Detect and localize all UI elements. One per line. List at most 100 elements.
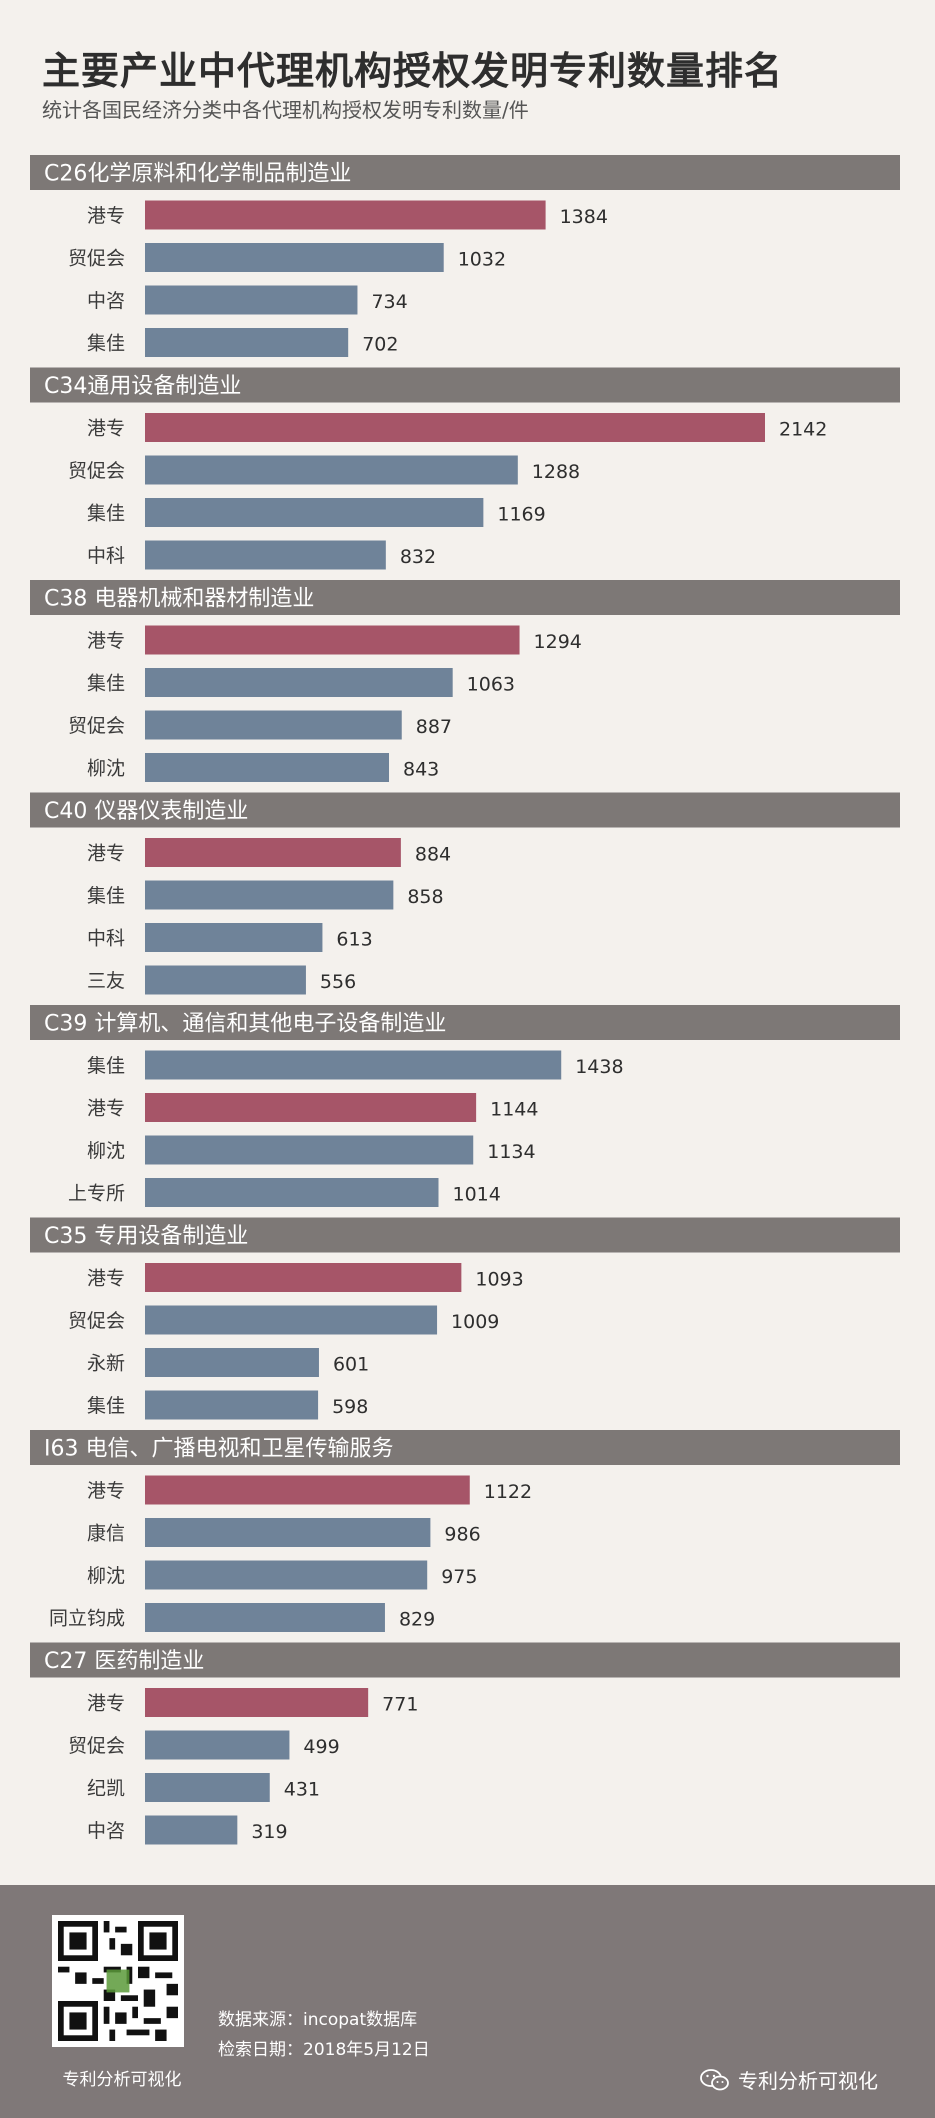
bar-label: 柳沈 bbox=[87, 1140, 125, 1162]
section-header bbox=[30, 580, 900, 615]
bar bbox=[145, 838, 401, 867]
bar bbox=[145, 1390, 319, 1420]
bar bbox=[145, 880, 394, 910]
page-subtitle: 统计各国民经济分类中各代理机构授权发明专利数量/件 bbox=[42, 98, 529, 122]
section-header bbox=[30, 1005, 900, 1040]
bar-label: 中科 bbox=[87, 545, 125, 567]
value-label: 1093 bbox=[475, 1269, 523, 1291]
value-label: 1122 bbox=[484, 1481, 532, 1503]
bar bbox=[145, 200, 546, 230]
bar-label: 中科 bbox=[87, 928, 125, 950]
value-label: 1384 bbox=[560, 206, 608, 228]
value-label: 601 bbox=[333, 1354, 369, 1376]
section-header bbox=[30, 1642, 900, 1678]
section-title: C40 仪器仪表制造业 bbox=[44, 799, 248, 824]
retrieval-date: 检索日期：2018年5月12日 bbox=[218, 2040, 430, 2060]
bar bbox=[145, 1348, 319, 1377]
bar-label: 港专 bbox=[87, 843, 125, 865]
bar bbox=[145, 1305, 438, 1335]
value-label: 829 bbox=[399, 1609, 435, 1631]
section-title: I63 电信、广播电视和卫星传输服务 bbox=[44, 1437, 393, 1462]
bar bbox=[145, 1603, 385, 1632]
bar-label: 港专 bbox=[87, 418, 125, 440]
bar-label: 集佳 bbox=[87, 885, 125, 907]
value-label: 1009 bbox=[451, 1311, 499, 1333]
bar bbox=[145, 1093, 477, 1122]
value-label: 431 bbox=[284, 1779, 320, 1801]
value-label: 613 bbox=[336, 929, 372, 951]
bar bbox=[145, 1263, 462, 1292]
bar-label: 港专 bbox=[87, 1480, 125, 1502]
bar bbox=[145, 710, 402, 740]
value-label: 1288 bbox=[532, 461, 580, 483]
bar-label: 港专 bbox=[87, 205, 125, 227]
qr-code-icon bbox=[58, 1921, 178, 2041]
value-label: 771 bbox=[382, 1694, 418, 1716]
section-header bbox=[30, 1217, 900, 1253]
bar bbox=[145, 1135, 474, 1165]
bar-label: 港专 bbox=[87, 1268, 125, 1290]
bar-label: 集佳 bbox=[87, 333, 125, 355]
bar-label: 集佳 bbox=[87, 1395, 125, 1417]
bar-label: 柳沈 bbox=[87, 758, 125, 780]
value-label: 1438 bbox=[575, 1056, 623, 1078]
bar bbox=[145, 625, 520, 655]
bar-label: 同立钧成 bbox=[49, 1608, 125, 1630]
value-label: 887 bbox=[416, 716, 452, 738]
bar bbox=[145, 498, 484, 527]
bar-label: 贸促会 bbox=[68, 248, 125, 270]
data-source: 数据来源：incopat数据库 bbox=[218, 2010, 418, 2030]
bar-label: 集佳 bbox=[87, 503, 125, 525]
bar bbox=[145, 753, 390, 782]
bar bbox=[145, 285, 358, 315]
value-label: 598 bbox=[332, 1396, 368, 1418]
value-label: 1063 bbox=[467, 674, 515, 696]
bar-label: 港专 bbox=[87, 1693, 125, 1715]
section-title: C39 计算机、通信和其他电子设备制造业 bbox=[44, 1012, 446, 1037]
section-title: C38 电器机械和器材制造业 bbox=[44, 587, 314, 612]
bar-label: 贸促会 bbox=[68, 460, 125, 482]
bar-label: 康信 bbox=[87, 1523, 125, 1545]
value-label: 702 bbox=[362, 334, 398, 356]
bar bbox=[145, 923, 323, 952]
value-label: 556 bbox=[320, 971, 356, 993]
value-label: 975 bbox=[441, 1566, 477, 1588]
value-label: 884 bbox=[415, 844, 451, 866]
qr-code bbox=[52, 1915, 184, 2047]
bar bbox=[145, 1050, 562, 1080]
bar bbox=[145, 1178, 439, 1207]
value-label: 858 bbox=[407, 886, 443, 908]
bar bbox=[145, 540, 386, 570]
value-label: 1169 bbox=[497, 504, 545, 526]
bar-label: 中咨 bbox=[87, 290, 125, 312]
bar bbox=[145, 1688, 369, 1717]
bar-label: 港专 bbox=[87, 1098, 125, 1120]
section-header bbox=[30, 1430, 900, 1465]
bar bbox=[145, 668, 453, 697]
bar-label: 贸促会 bbox=[68, 715, 125, 737]
bar bbox=[145, 243, 444, 272]
bar bbox=[145, 1518, 431, 1547]
bar-label: 集佳 bbox=[87, 673, 125, 695]
value-label: 832 bbox=[400, 546, 436, 568]
bar-label: 上专所 bbox=[68, 1183, 125, 1205]
bar bbox=[145, 1560, 428, 1590]
bar bbox=[145, 1730, 290, 1760]
bar-label: 贸促会 bbox=[68, 1310, 125, 1332]
bar bbox=[145, 455, 518, 485]
brand: 专利分析可视化 bbox=[700, 2065, 878, 2094]
bar bbox=[145, 1815, 238, 1845]
value-label: 843 bbox=[403, 759, 439, 781]
value-label: 499 bbox=[303, 1736, 339, 1758]
section-title: C35 专用设备制造业 bbox=[44, 1224, 248, 1249]
bar-label: 永新 bbox=[87, 1353, 125, 1375]
brand-name: 专利分析可视化 bbox=[738, 2069, 878, 2093]
